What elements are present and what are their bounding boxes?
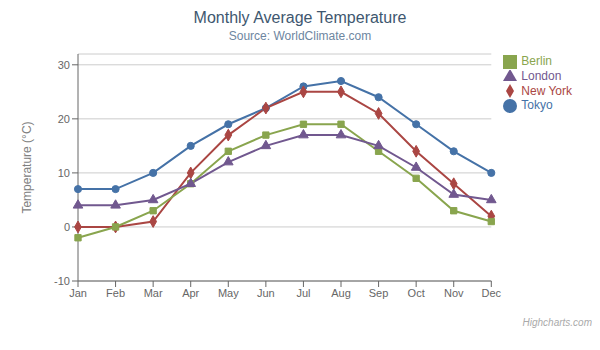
html-text:London: London — [521, 68, 562, 83]
html-text:Source: WorldClimate.com: Source: WorldClimate.com — [228, 29, 372, 43]
html-text:Monthly Average Temperature: Monthly Average Temperature — [193, 9, 407, 26]
svg-text:May: May — [218, 287, 239, 299]
svg-text:10: 10 — [58, 167, 70, 179]
svg-text:30: 30 — [58, 59, 70, 71]
html-text:Tokyo: Tokyo — [521, 98, 553, 113]
svg-text:Sep: Sep — [369, 287, 389, 299]
html-text:Berlin: Berlin — [521, 54, 552, 68]
svg-text:Apr: Apr — [182, 287, 199, 299]
html-text:New York: New York — [521, 83, 572, 98]
svg-text:20: 20 — [58, 113, 70, 125]
svg-text:Jul: Jul — [296, 287, 310, 299]
svg-text:0: 0 — [64, 221, 70, 233]
svg-text:Mar: Mar — [144, 287, 163, 299]
svg-text:Feb: Feb — [106, 287, 125, 299]
html-text:Highcharts.com: Highcharts.com — [522, 317, 592, 328]
svg-text:-10: -10 — [54, 275, 70, 287]
svg-text:Jan: Jan — [69, 287, 87, 299]
svg-text:Oct: Oct — [408, 287, 425, 299]
svg-text:Jun: Jun — [257, 287, 275, 299]
svg-text:Aug: Aug — [331, 287, 351, 299]
svg-text:Temperature (°C): Temperature (°C) — [20, 121, 34, 213]
svg-text:Dec: Dec — [482, 287, 502, 299]
svg-text:Nov: Nov — [444, 287, 464, 299]
